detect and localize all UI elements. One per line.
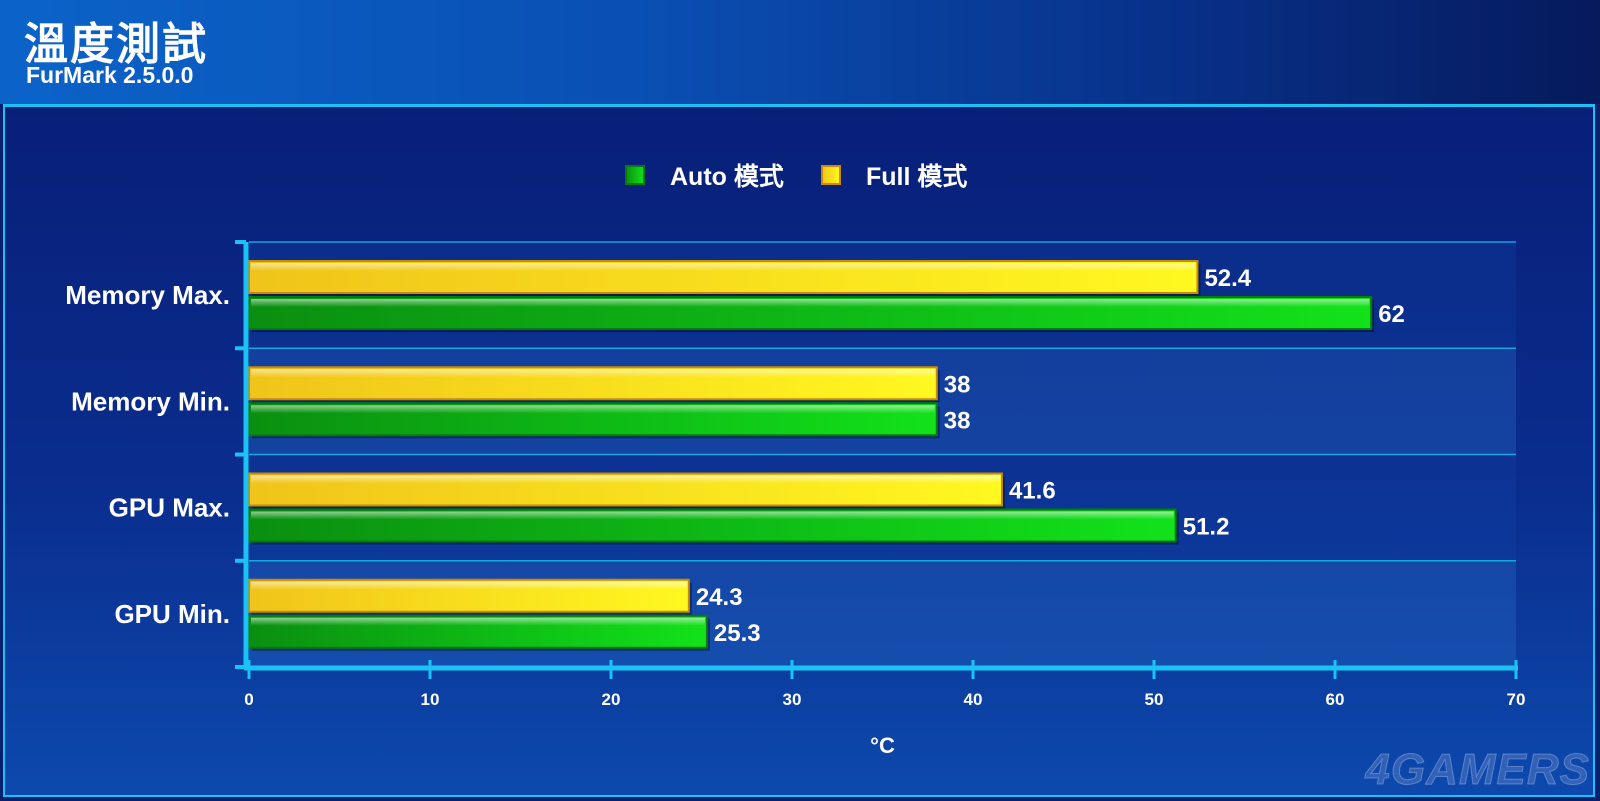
bar-highlight	[251, 299, 1370, 307]
x-tick-label: 50	[1145, 690, 1164, 709]
bar-highlight	[251, 581, 687, 590]
legend-swatch-auto	[625, 165, 645, 185]
x-tick-label: 60	[1326, 690, 1345, 709]
x-tick-label: 30	[783, 690, 802, 709]
x-tick-label: 40	[964, 690, 983, 709]
data-label: 25.3	[714, 620, 761, 647]
bar-highlight	[251, 511, 1174, 520]
data-label: 51.2	[1183, 514, 1230, 541]
legend-swatch-full	[821, 165, 841, 185]
legend-label: Full 模式	[866, 162, 967, 191]
category-label: Memory Max.	[65, 280, 230, 310]
x-axis-title: °C	[870, 733, 895, 758]
x-tick-label: 0	[244, 690, 253, 709]
data-label: 62	[1378, 301, 1405, 328]
category-label: GPU Max.	[109, 493, 230, 523]
category-band	[249, 348, 1516, 455]
data-label: 24.3	[696, 584, 743, 611]
x-tick-label: 20	[602, 690, 621, 709]
data-label: 38	[944, 371, 971, 398]
bar-highlight	[251, 475, 1000, 484]
category-band	[249, 242, 1516, 349]
category-band	[249, 454, 1516, 561]
x-tick-label: 70	[1507, 690, 1526, 709]
data-label: 38	[944, 407, 971, 434]
category-label: GPU Min.	[114, 599, 230, 629]
legend-label: Auto 模式	[670, 162, 784, 191]
bar-highlight	[251, 405, 935, 414]
watermark-logo: 4GAMERS	[1365, 745, 1590, 795]
chart-subtitle: FurMark 2.5.0.0	[26, 62, 194, 88]
data-label: 41.6	[1009, 478, 1056, 505]
bar-highlight	[251, 369, 935, 378]
category-label: Memory Min.	[71, 386, 230, 416]
chart-title: 溫度測試	[24, 19, 208, 70]
bar-highlight	[251, 617, 705, 626]
bar-highlight	[251, 263, 1196, 271]
category-band	[249, 560, 1516, 667]
chart-panel	[3, 104, 1595, 797]
data-label: 52.4	[1204, 265, 1251, 292]
x-tick-label: 10	[421, 690, 440, 709]
header-banner: 溫度測試 FurMark 2.5.0.0	[0, 0, 1600, 104]
